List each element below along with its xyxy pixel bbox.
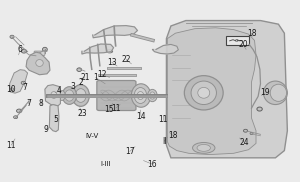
Ellipse shape [250,132,253,134]
Text: 1: 1 [93,73,98,82]
Polygon shape [152,44,178,54]
Polygon shape [26,52,50,75]
Ellipse shape [62,87,76,104]
Ellipse shape [270,84,286,101]
Text: IV-V: IV-V [85,133,98,139]
Ellipse shape [191,81,216,104]
Ellipse shape [43,47,47,52]
Text: 3: 3 [70,82,75,91]
Ellipse shape [150,92,155,99]
Ellipse shape [16,109,22,113]
Text: 13: 13 [107,58,117,67]
Ellipse shape [134,88,147,103]
Text: 7: 7 [26,99,31,108]
Text: I-III: I-III [100,161,111,167]
Ellipse shape [148,89,157,102]
Text: 24: 24 [240,138,250,147]
Text: 22: 22 [122,55,131,64]
Text: 11: 11 [6,141,16,150]
Ellipse shape [137,92,144,100]
Text: 9: 9 [44,125,49,134]
Text: 5: 5 [53,115,58,124]
Ellipse shape [107,50,113,53]
Text: 18: 18 [168,131,177,140]
Text: 4: 4 [56,86,61,96]
Ellipse shape [10,88,14,91]
Text: II: II [162,137,166,146]
Ellipse shape [58,91,65,100]
Ellipse shape [193,143,215,153]
Text: 16: 16 [147,160,157,169]
Ellipse shape [65,90,74,101]
Text: 17: 17 [125,147,134,156]
Text: 15: 15 [104,105,114,114]
Ellipse shape [244,129,248,132]
Text: 21: 21 [80,73,90,82]
Text: 19: 19 [260,88,270,97]
FancyBboxPatch shape [226,36,249,45]
Text: 12: 12 [98,70,107,79]
Text: 18: 18 [247,29,256,38]
FancyBboxPatch shape [97,80,136,110]
Ellipse shape [263,81,287,104]
Ellipse shape [77,68,82,72]
Ellipse shape [184,76,223,110]
Polygon shape [93,26,137,38]
Polygon shape [167,21,287,158]
Text: 8: 8 [39,99,44,108]
Text: 14: 14 [136,112,146,121]
Polygon shape [50,104,59,132]
Ellipse shape [21,81,26,84]
Text: 7: 7 [23,83,28,92]
Polygon shape [45,85,60,106]
Ellipse shape [197,145,211,151]
FancyBboxPatch shape [34,51,45,56]
Polygon shape [82,44,114,54]
Ellipse shape [51,92,57,98]
Ellipse shape [36,60,43,66]
Ellipse shape [75,89,86,102]
Text: 2: 2 [78,78,83,87]
Ellipse shape [131,84,151,107]
Text: 23: 23 [77,109,87,118]
Polygon shape [10,70,28,93]
Text: 11: 11 [159,115,168,124]
Ellipse shape [198,87,210,98]
Ellipse shape [10,35,14,38]
Polygon shape [167,28,256,155]
Ellipse shape [72,85,89,106]
Ellipse shape [21,50,27,53]
Ellipse shape [14,116,18,119]
Text: 11: 11 [111,104,120,113]
Text: 6: 6 [18,45,22,54]
Text: 10: 10 [6,85,16,94]
Ellipse shape [257,107,262,111]
Text: 20: 20 [238,40,248,50]
